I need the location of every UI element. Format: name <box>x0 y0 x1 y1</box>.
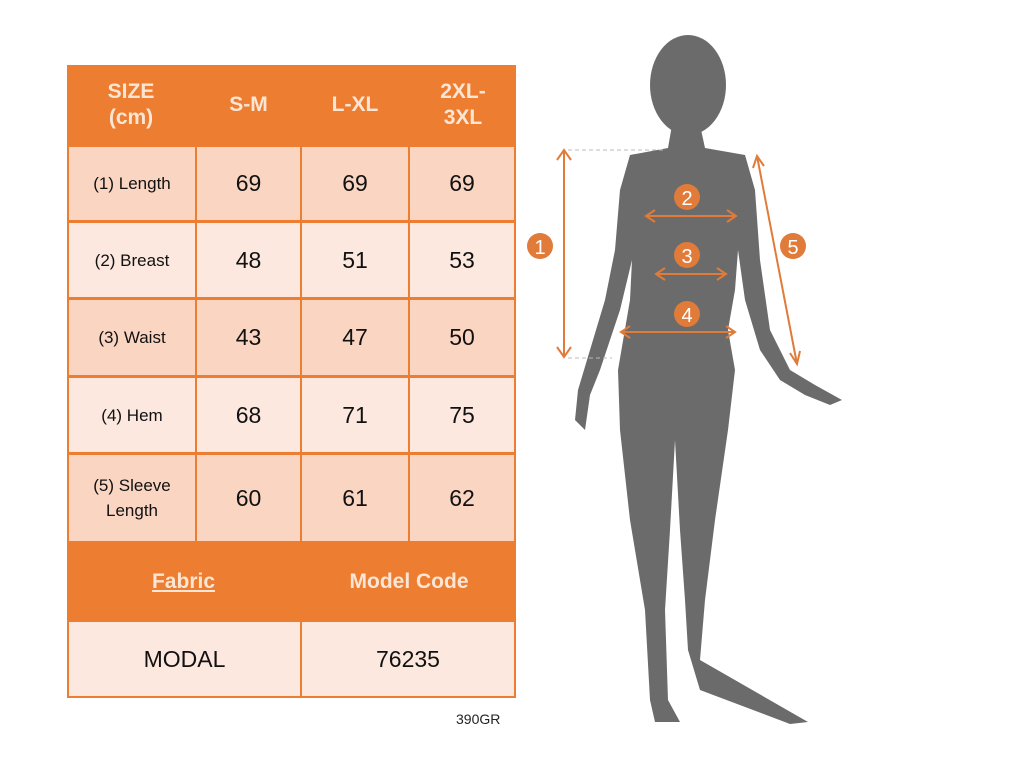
header-2xl-line2: 3XL <box>443 106 483 129</box>
row-value: 62 <box>410 455 514 541</box>
footer-code: 390GR <box>456 711 501 727</box>
marker-1: 1 <box>534 237 545 259</box>
silhouette <box>575 35 842 724</box>
header-size-line2: (cm) <box>108 106 154 129</box>
row-value: 69 <box>410 147 514 220</box>
row-value: 68 <box>197 378 300 452</box>
marker-4: 4 <box>681 305 692 327</box>
marker-3: 3 <box>681 246 692 268</box>
row-value: 43 <box>197 300 300 375</box>
header-size-line1: SIZE <box>107 80 155 103</box>
marker-2: 2 <box>681 188 692 210</box>
header-s-m: S-M <box>229 93 268 116</box>
row-label: (5) Sleeve Length <box>69 455 195 541</box>
measure-lines <box>556 148 801 367</box>
header-2xl-3xl: 2XL- 3XL <box>410 65 516 145</box>
row-label: (1) Length <box>69 147 195 220</box>
measure-markers: 1 2 3 4 5 <box>527 184 806 327</box>
fabric-label: Fabric <box>151 569 216 593</box>
model-code-header: Model Code <box>349 569 469 593</box>
fabric-value: MODAL <box>69 622 300 696</box>
row-value: 51 <box>302 223 408 297</box>
marker-5: 5 <box>787 237 798 259</box>
row-value: 61 <box>302 455 408 541</box>
row-label-line: (5) Sleeve <box>93 476 171 495</box>
row-label: (2) Breast <box>69 223 195 297</box>
row-value: 48 <box>197 223 300 297</box>
row-value: 75 <box>410 378 514 452</box>
size-chart-table: SIZE (cm) S-M L-XL 2XL- 3XL (1) Length 69… <box>67 65 516 698</box>
row-label: (3) Waist <box>69 300 195 375</box>
header-2xl-line1: 2XL- <box>440 80 486 103</box>
row-label-line: Length <box>106 501 158 520</box>
fabric-header: Fabric <box>67 543 300 620</box>
row-value: 47 <box>302 300 408 375</box>
model-code-value: 76235 <box>302 622 514 696</box>
row-value: 71 <box>302 378 408 452</box>
row-value: 53 <box>410 223 514 297</box>
row-value: 69 <box>197 147 300 220</box>
row-value: 50 <box>410 300 514 375</box>
row-value: 69 <box>302 147 408 220</box>
header-size: SIZE (cm) <box>67 65 195 145</box>
row-value: 60 <box>197 455 300 541</box>
row-label: (4) Hem <box>69 378 195 452</box>
header-l-xl: L-XL <box>331 93 379 116</box>
